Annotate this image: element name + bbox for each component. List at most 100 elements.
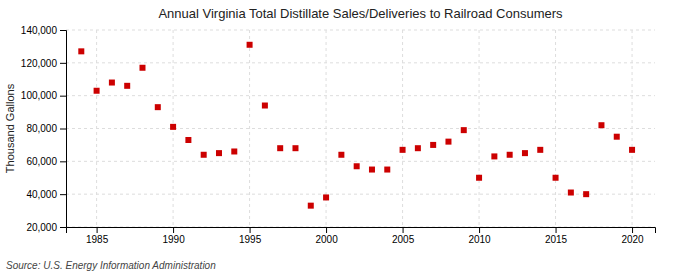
source: Source: U.S. Energy Information Administ… — [6, 260, 216, 271]
y-tick-mark — [60, 96, 66, 97]
point — [231, 148, 237, 154]
y-tick-label: 80,000 — [26, 123, 57, 134]
point — [537, 147, 543, 153]
point — [78, 48, 84, 54]
y-tick-label: 20,000 — [26, 222, 57, 233]
x-tick-mark — [250, 227, 251, 233]
x-tick: 2000 — [315, 227, 338, 245]
point — [568, 190, 574, 196]
x-tick-mark — [326, 227, 327, 233]
point — [445, 139, 451, 145]
grid-line-y — [66, 194, 655, 195]
point — [369, 167, 375, 173]
point — [476, 175, 482, 181]
point — [415, 145, 421, 151]
title: Annual Virginia Total Distillate Sales/D… — [158, 6, 563, 21]
grid-line-y — [66, 62, 655, 63]
x-tick: 2020 — [621, 227, 644, 245]
x-tick-label: 2015 — [545, 234, 568, 245]
point — [354, 163, 360, 169]
grid-line-x — [555, 30, 556, 227]
y-tick-label: 60,000 — [26, 156, 57, 167]
point — [170, 124, 176, 130]
y-tick: 60,000 — [26, 156, 66, 167]
x-tick-mark — [173, 227, 174, 233]
y-tick-mark — [60, 63, 66, 64]
x-tick-label: 2005 — [392, 234, 415, 245]
x-tick: 2010 — [468, 227, 491, 245]
point — [598, 122, 604, 128]
x-tick: 1985 — [86, 227, 109, 245]
point — [629, 147, 635, 153]
points — [78, 42, 635, 209]
x-tick-label: 2000 — [315, 234, 338, 245]
grid-line-y — [66, 128, 655, 129]
point — [522, 150, 528, 156]
y-tick-mark — [60, 161, 66, 162]
x-tick-mark — [556, 227, 557, 233]
grid-line-y — [66, 30, 655, 31]
x-tick-mark — [403, 227, 404, 233]
point — [430, 142, 436, 148]
point — [216, 150, 222, 156]
point — [155, 104, 161, 110]
point — [507, 152, 513, 158]
point — [491, 153, 497, 159]
point — [400, 147, 406, 153]
y-axis: 20,000 40,000 60,000 80,000 100,000 120,000 14… — [21, 25, 67, 233]
grid-line-y — [66, 161, 655, 162]
point — [124, 83, 130, 89]
y-tick: 40,000 — [26, 189, 66, 200]
plot: 1985 1990 1995 2000 2005 2010 2015 2020 20,000 40… — [21, 25, 656, 245]
x-tick-label: 2010 — [468, 234, 491, 245]
x-tick-label: 2020 — [621, 234, 644, 245]
point — [201, 152, 207, 158]
y-tick-mark — [60, 30, 66, 31]
point — [338, 152, 344, 158]
y-tick: 140,000 — [21, 25, 66, 36]
x-tick: 1995 — [239, 227, 262, 245]
grid-line-y — [66, 95, 655, 96]
x-tick-label: 1990 — [162, 234, 185, 245]
x-tick-label: 1995 — [239, 234, 262, 245]
point — [262, 103, 268, 109]
grid-line-x — [249, 30, 250, 227]
x-tick-mark — [97, 227, 98, 233]
x-tick: 2015 — [545, 227, 568, 245]
y-tick: 80,000 — [26, 123, 66, 134]
x-axis-line — [67, 228, 656, 234]
point — [277, 145, 283, 151]
y-tick-mark — [60, 227, 66, 228]
point — [247, 42, 253, 48]
y-tick-label: 100,000 — [21, 90, 58, 101]
x-axis: 1985 1990 1995 2000 2005 2010 2015 2020 — [67, 227, 656, 245]
point — [461, 127, 467, 133]
point — [139, 65, 145, 71]
y-tick: 20,000 — [26, 222, 66, 233]
point — [384, 167, 390, 173]
point — [583, 191, 589, 197]
y-tick-label: 40,000 — [26, 189, 57, 200]
y-tick: 100,000 — [21, 90, 66, 101]
point — [308, 203, 314, 209]
grid — [66, 30, 655, 227]
point — [614, 134, 620, 140]
x-tick-mark — [632, 227, 633, 233]
y-axis-line — [60, 31, 67, 228]
y-tick-mark — [60, 129, 66, 130]
y-tick-label: 140,000 — [21, 25, 58, 36]
point — [292, 145, 298, 151]
y-tick-mark — [60, 194, 66, 195]
point — [185, 137, 191, 143]
x-tick: 2005 — [392, 227, 415, 245]
x-tick-label: 1985 — [86, 234, 109, 245]
chart: 1985 1990 1995 2000 2005 2010 2015 2020 20,000 40… — [0, 0, 675, 275]
x-tick-mark — [479, 227, 480, 233]
point — [323, 194, 329, 200]
grid-line-x — [479, 30, 480, 227]
x-tick: 1990 — [162, 227, 185, 245]
y-axis-title: Thousand Gallons — [4, 83, 16, 173]
y-tick-label: 120,000 — [21, 58, 58, 69]
point — [553, 175, 559, 181]
point — [109, 80, 115, 86]
